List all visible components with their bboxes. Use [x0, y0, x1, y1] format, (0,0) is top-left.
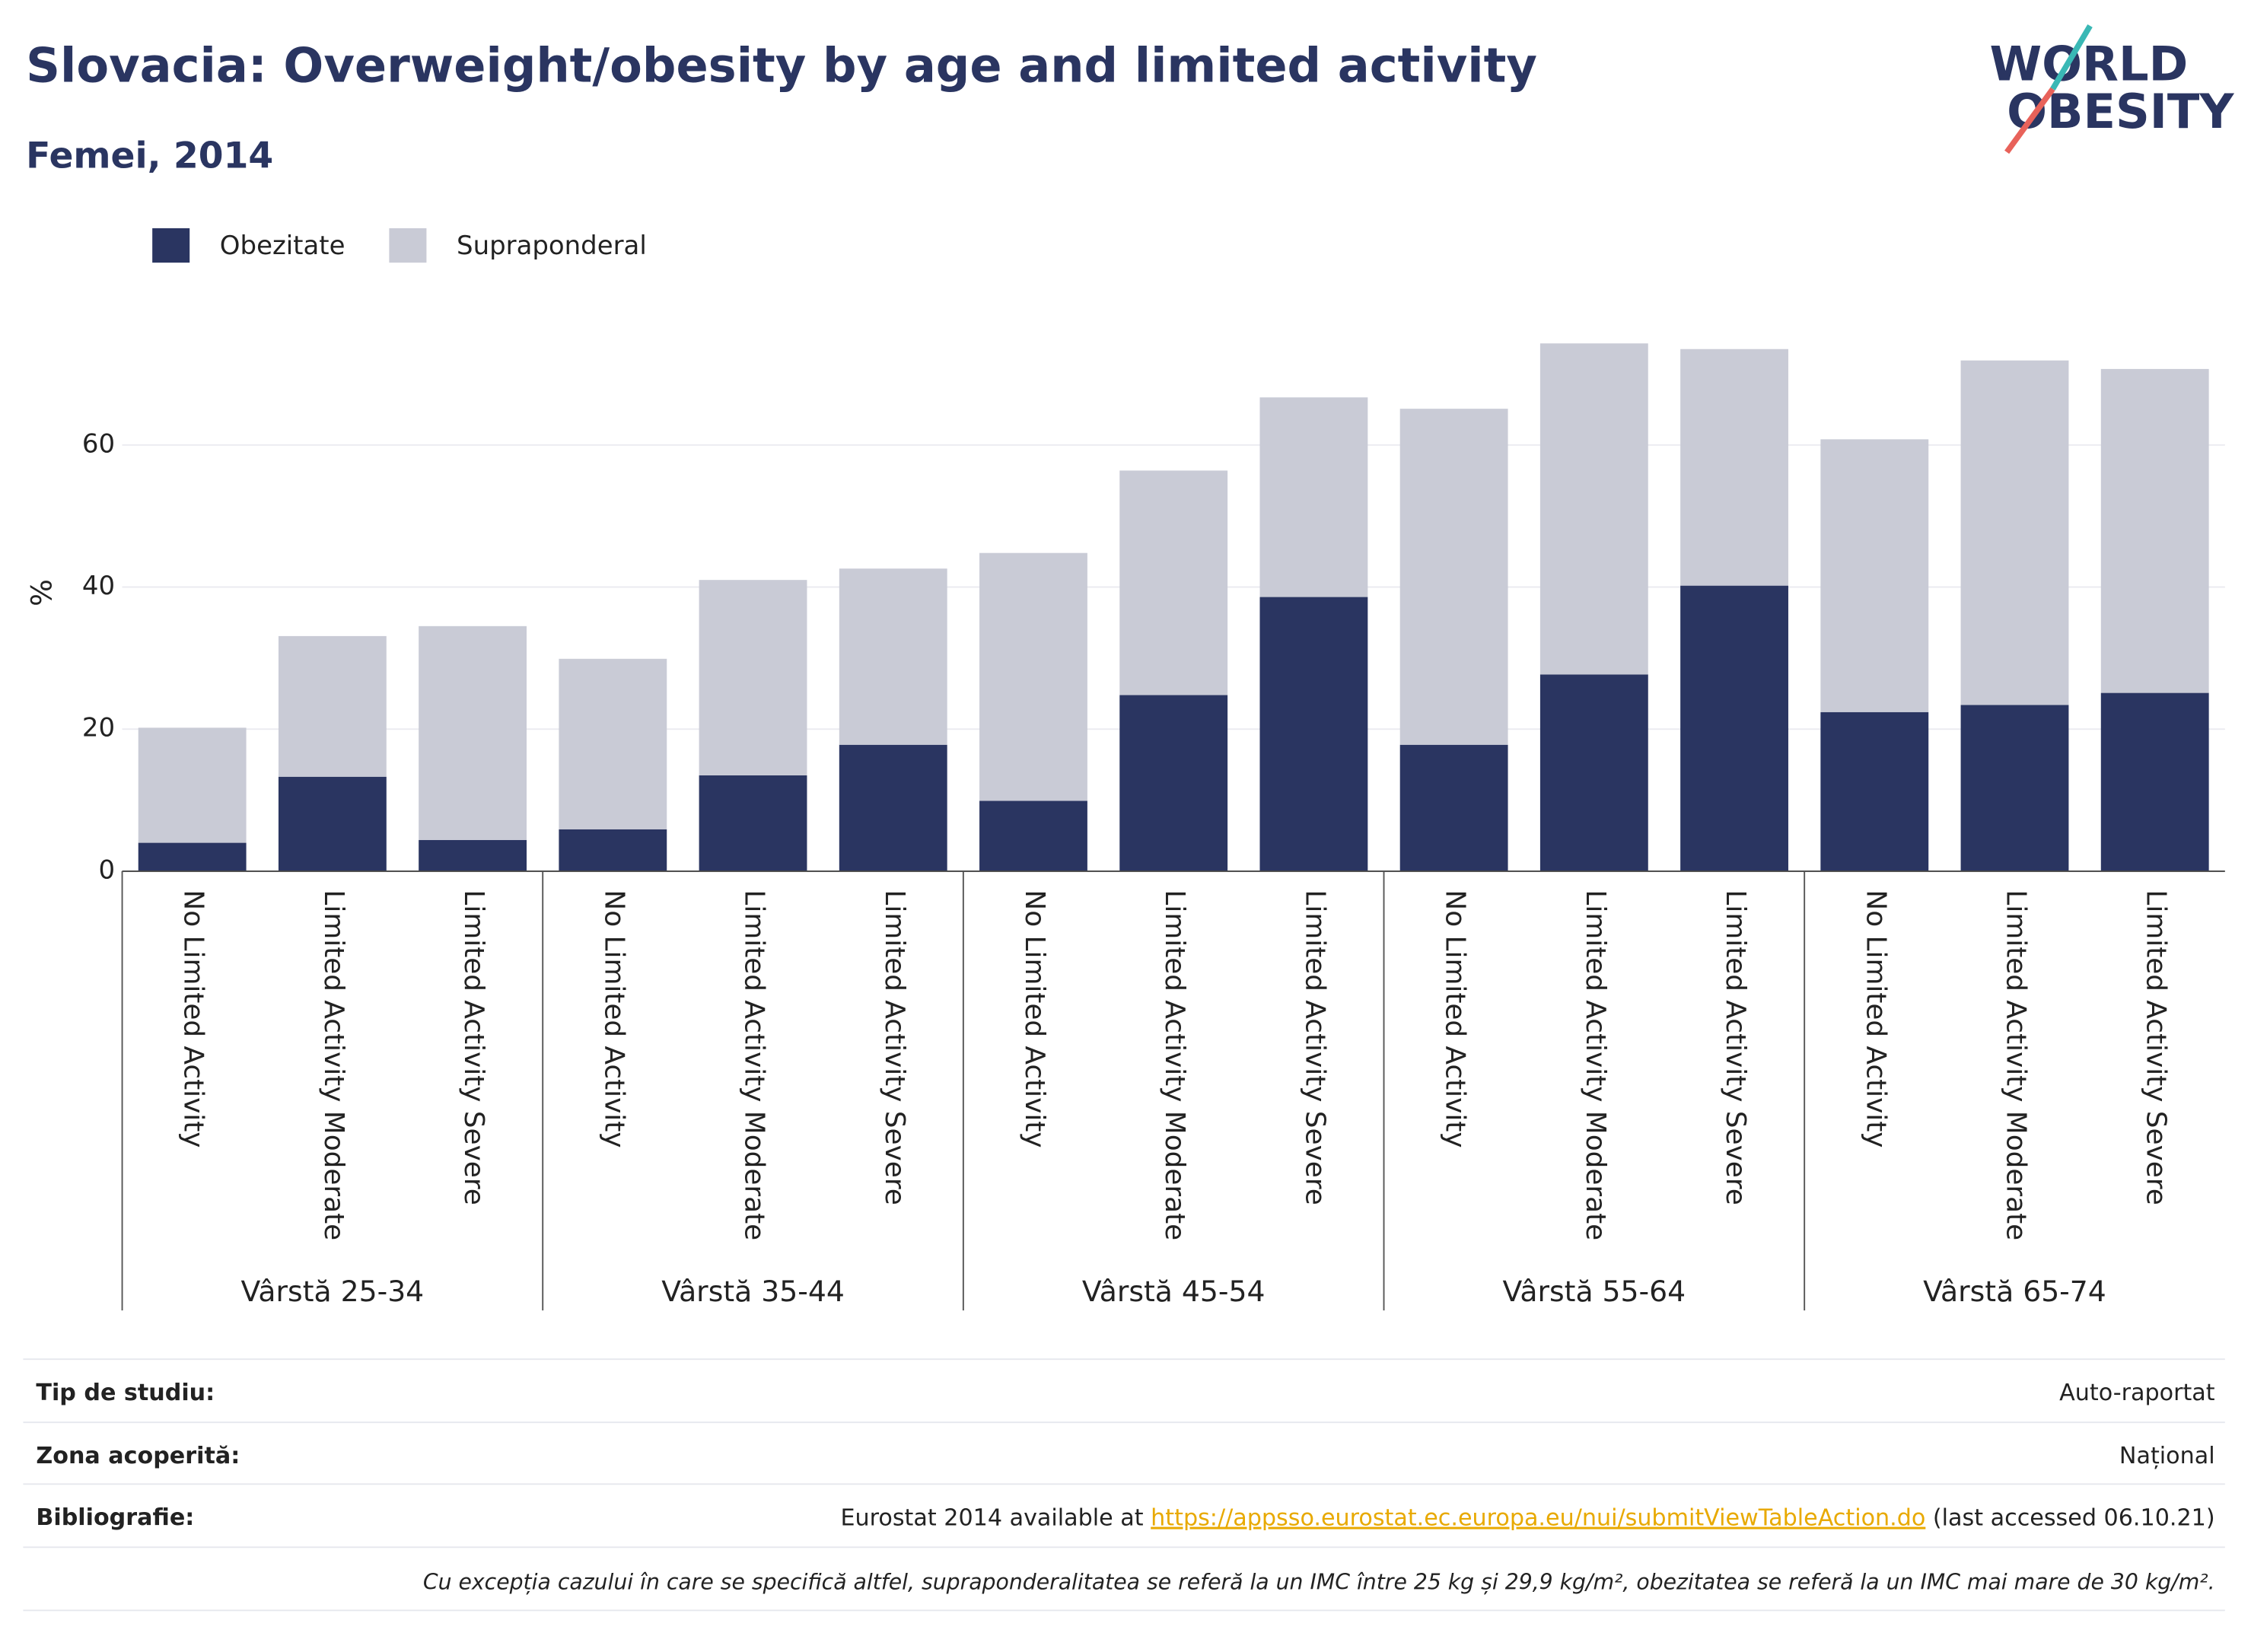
bar-segment [839, 568, 947, 745]
legend-swatch [389, 228, 427, 263]
bar-segment [278, 635, 387, 777]
chart-title: Slovacia: Overweight/obesity by age and … [26, 38, 1537, 94]
ref-link[interactable]: https://appsso.eurostat.ec.europa.eu/nui… [1151, 1504, 1925, 1531]
bar-segment [1680, 349, 1788, 586]
group-label: Vârstă 55-64 [1503, 1275, 1686, 1308]
row-label: Zona acoperită: [36, 1443, 240, 1469]
x-tick-label: Limited Activity Severe [1720, 890, 1751, 1205]
y-axis-label: % [24, 579, 58, 606]
chart-subtitle: Femei, 2014 [26, 135, 273, 177]
x-tick-label: Limited Activity Moderate [2000, 890, 2031, 1240]
bar-segment [2100, 692, 2209, 871]
bar-segment [138, 727, 247, 843]
x-tick-label: Limited Activity Moderate [1580, 890, 1611, 1240]
row-label: Tip de studiu: [36, 1380, 215, 1406]
bar-segment [699, 580, 807, 775]
legend-swatch [152, 228, 190, 263]
x-tick-label: Limited Activity Moderate [1159, 890, 1190, 1240]
note: Cu excepția cazului în care se specifică… [423, 1569, 2215, 1594]
bar-segment [1539, 674, 1648, 871]
x-tick-label: No Limited Activity [1440, 890, 1471, 1147]
bar-segment [1399, 409, 1508, 745]
bar-segment [839, 744, 947, 871]
bar-segment [1259, 597, 1368, 871]
x-tick-label: Limited Activity Severe [458, 890, 489, 1205]
bar-segment [1259, 397, 1368, 597]
bar-segment [559, 829, 667, 871]
row-value: Auto-raportat [2059, 1380, 2215, 1406]
bar-segment [979, 801, 1087, 871]
bar-segment [1680, 585, 1788, 871]
x-tick-label: Limited Activity Severe [1299, 890, 1330, 1205]
bar-segment [1960, 360, 2069, 705]
bar-segment [1399, 744, 1508, 871]
x-tick-label: Limited Activity Severe [2141, 890, 2172, 1205]
bar-segment [278, 776, 387, 871]
bar-segment [1820, 439, 1929, 712]
bar-segment [2100, 368, 2209, 693]
ref-text: (last accessed 06.10.21) [1925, 1504, 2214, 1531]
bar-segment [559, 658, 667, 829]
group-label: Vârstă 25-34 [241, 1275, 425, 1308]
bar-segment [1820, 711, 1929, 871]
bar-segment [419, 625, 527, 840]
x-tick-label: No Limited Activity [1019, 890, 1050, 1147]
row-value: Național [2119, 1443, 2215, 1469]
logo-text: OBESITY [2007, 84, 2234, 139]
bar-segment [1960, 705, 2069, 871]
x-tick-label: Limited Activity Moderate [318, 890, 349, 1240]
bar-segment [138, 842, 247, 871]
logo-slash [2004, 87, 2055, 154]
y-tick-label: 40 [82, 571, 115, 601]
legend-label: Obezitate [220, 231, 345, 261]
row-label: Bibliografie: [36, 1504, 194, 1531]
group-label: Vârstă 35-44 [661, 1275, 845, 1308]
y-tick-label: 0 [99, 855, 116, 885]
group-label: Vârstă 65-74 [1923, 1275, 2106, 1308]
group-label: Vârstă 45-54 [1082, 1275, 1266, 1308]
logo-text: WORLD [1989, 37, 2188, 92]
ref-text: Eurostat 2014 available at [840, 1504, 1151, 1531]
bar-segment [979, 552, 1087, 801]
legend-label: Supraponderal [457, 231, 647, 261]
x-tick-label: No Limited Activity [1860, 890, 1891, 1147]
x-tick-label: No Limited Activity [178, 890, 209, 1147]
x-tick-label: Limited Activity Moderate [739, 890, 770, 1240]
x-tick-label: Limited Activity Severe [879, 890, 910, 1205]
logo-slash [2050, 24, 2093, 91]
bar-segment [419, 839, 527, 871]
y-tick-label: 60 [82, 428, 115, 459]
bar-segment [1539, 343, 1648, 675]
x-tick-label: No Limited Activity [598, 890, 629, 1147]
row-value: Eurostat 2014 available at https://appss… [840, 1504, 2214, 1531]
bar-segment [1119, 470, 1228, 695]
y-tick-label: 20 [82, 713, 115, 743]
bar-segment [1119, 695, 1228, 871]
footer: Tip de studiu: Auto-raportat Zona acoper… [23, 1358, 2225, 1612]
bar-segment [699, 775, 807, 871]
